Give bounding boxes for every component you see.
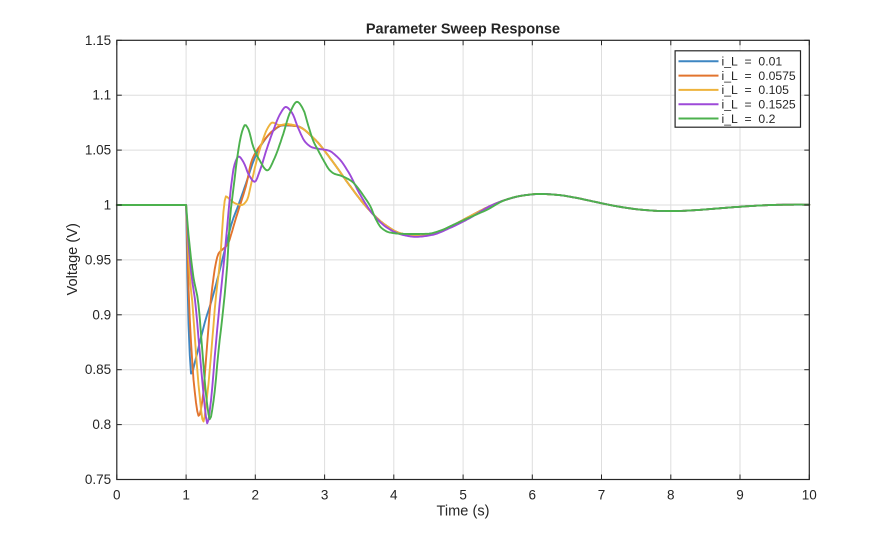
svg-text:8: 8 (667, 488, 675, 503)
svg-text:i_L = 0.2: i_L = 0.2 (722, 112, 776, 126)
svg-text:1: 1 (104, 198, 112, 213)
svg-text:7: 7 (598, 488, 606, 503)
svg-text:4: 4 (390, 488, 398, 503)
svg-text:Voltage (V): Voltage (V) (65, 223, 81, 295)
svg-text:i_L = 0.105: i_L = 0.105 (722, 83, 790, 97)
svg-text:3: 3 (321, 488, 329, 503)
svg-text:1: 1 (182, 488, 190, 503)
svg-text:0.95: 0.95 (85, 252, 111, 267)
svg-text:i_L = 0.01: i_L = 0.01 (722, 55, 783, 69)
svg-text:1.15: 1.15 (85, 33, 111, 48)
svg-text:2: 2 (252, 488, 260, 503)
svg-text:i_L = 0.1525: i_L = 0.1525 (722, 98, 796, 112)
svg-text:0.75: 0.75 (85, 472, 111, 487)
svg-text:6: 6 (529, 488, 537, 503)
svg-text:9: 9 (736, 488, 744, 503)
svg-text:Parameter Sweep Response: Parameter Sweep Response (366, 21, 560, 37)
svg-text:5: 5 (459, 488, 467, 503)
svg-text:0: 0 (113, 488, 121, 503)
svg-text:0.85: 0.85 (85, 362, 111, 377)
svg-text:1.05: 1.05 (85, 143, 111, 158)
svg-text:Time (s): Time (s) (437, 503, 490, 519)
svg-text:0.8: 0.8 (92, 417, 111, 432)
svg-text:0.9: 0.9 (92, 307, 111, 322)
svg-text:1.1: 1.1 (92, 88, 111, 103)
svg-text:i_L = 0.0575: i_L = 0.0575 (722, 69, 796, 83)
svg-text:10: 10 (802, 488, 817, 503)
